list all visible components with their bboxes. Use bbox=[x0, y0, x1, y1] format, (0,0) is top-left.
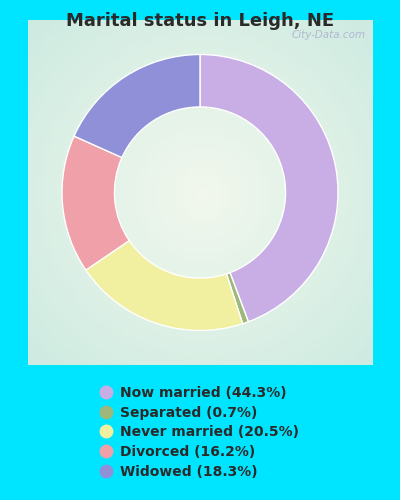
Text: Marital status in Leigh, NE: Marital status in Leigh, NE bbox=[66, 12, 334, 30]
Legend: Now married (44.3%), Separated (0.7%), Never married (20.5%), Divorced (16.2%), : Now married (44.3%), Separated (0.7%), N… bbox=[97, 382, 303, 483]
Wedge shape bbox=[226, 272, 248, 324]
Wedge shape bbox=[200, 54, 338, 322]
Wedge shape bbox=[86, 240, 243, 330]
Wedge shape bbox=[62, 136, 129, 270]
Wedge shape bbox=[74, 54, 200, 158]
Text: City-Data.com: City-Data.com bbox=[292, 30, 366, 40]
